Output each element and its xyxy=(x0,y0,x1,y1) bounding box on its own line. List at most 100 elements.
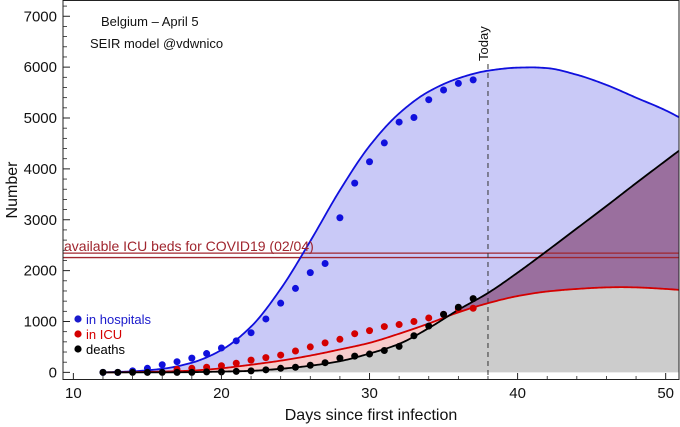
icu-point xyxy=(277,351,285,359)
hospitals-point xyxy=(203,350,211,358)
hospitals-point xyxy=(277,299,285,307)
x-axis-title: Days since first infection xyxy=(285,407,458,424)
deaths-point xyxy=(306,361,314,369)
hospitals-point xyxy=(351,179,359,187)
hospitals-point xyxy=(469,76,477,84)
legend-label-hospitals: in hospitals xyxy=(86,312,152,327)
y-tick-label: 6000 xyxy=(24,59,57,76)
icu-model-curve xyxy=(102,286,680,374)
deaths-point xyxy=(203,368,211,376)
deaths-point xyxy=(262,366,270,374)
icu-point xyxy=(469,304,477,312)
icu-capacity-line-group xyxy=(63,252,679,259)
deaths-point xyxy=(114,368,122,376)
deaths-point xyxy=(143,368,151,376)
hospital-area-fill xyxy=(102,67,680,373)
deaths-excess-area-fill xyxy=(102,150,680,373)
deaths-point xyxy=(336,354,344,362)
hospitals-point xyxy=(454,79,462,87)
icu-point xyxy=(232,359,240,367)
deaths-point xyxy=(99,368,107,376)
y-tick-label: 0 xyxy=(49,364,57,381)
icu-capacity-label: available ICU beds for COVID19 (02/04) xyxy=(64,238,314,254)
hospitals-point xyxy=(232,337,240,345)
legend-marker-icu xyxy=(74,330,82,338)
hospitals-point xyxy=(380,139,388,147)
icu-point xyxy=(366,327,374,335)
y-tick-label: 2000 xyxy=(24,263,57,280)
x-tick-label: 50 xyxy=(657,385,674,402)
icu-point xyxy=(306,343,314,351)
deaths-point xyxy=(277,364,285,372)
deaths-model-curve xyxy=(102,149,680,374)
x-tick-label: 40 xyxy=(509,385,526,402)
plot-frame xyxy=(62,0,680,380)
deaths-point xyxy=(129,368,137,376)
legend-marker-hospitals xyxy=(74,315,82,323)
icu-point xyxy=(395,321,403,329)
chart-subtitle: SEIR model @vdwnico xyxy=(90,36,223,51)
deaths-point xyxy=(321,359,329,367)
x-tick-label: 20 xyxy=(213,385,230,402)
legend-label-icu: in ICU xyxy=(86,327,122,342)
hospitals-point xyxy=(395,118,403,126)
y-tick-label: 1000 xyxy=(24,313,57,330)
deaths-point xyxy=(440,310,448,318)
hospitals-point xyxy=(321,260,329,267)
y-tick-label: 4000 xyxy=(24,161,57,178)
hospitals-point xyxy=(306,269,314,277)
x-tick-label: 30 xyxy=(361,385,378,402)
deaths-point xyxy=(425,322,433,330)
deaths-point xyxy=(395,342,403,350)
y-tick-label: 7000 xyxy=(24,8,57,25)
icu-point xyxy=(410,318,418,325)
legend: in hospitals in ICU deaths xyxy=(74,312,152,357)
deaths-point xyxy=(291,363,299,371)
deaths-point xyxy=(351,352,359,360)
hospitals-point xyxy=(188,354,196,362)
legend-marker-deaths xyxy=(74,345,82,353)
model-curves xyxy=(102,66,680,374)
icu-point xyxy=(291,347,299,355)
axis-ticks: 10 20 30 40 50 0 1000 2000 3000 4000 5000 6000 7000 xyxy=(24,5,674,402)
deaths-point xyxy=(454,303,462,311)
hospitals-point xyxy=(158,361,166,369)
y-tick-label: 5000 xyxy=(24,110,57,127)
deaths-point xyxy=(410,332,418,340)
y-tick-label: 3000 xyxy=(24,212,57,229)
icu-point xyxy=(336,335,344,343)
area-fills xyxy=(102,67,680,373)
icu-point xyxy=(321,339,329,347)
chart-title: Belgium – April 5 xyxy=(101,14,199,29)
today-label: Today xyxy=(476,26,491,61)
icu-point xyxy=(217,362,225,370)
hospitals-point xyxy=(425,96,433,104)
icu-point xyxy=(380,323,388,331)
deaths-point xyxy=(247,367,255,375)
deaths-point xyxy=(469,295,477,303)
observed-points xyxy=(99,76,477,376)
deaths-point xyxy=(366,350,374,358)
hospitals-point xyxy=(291,284,299,292)
icu-point xyxy=(262,354,270,362)
deaths-point xyxy=(232,367,240,375)
y-axis-title: Number xyxy=(4,161,21,219)
x-tick-label: 10 xyxy=(65,385,82,402)
deaths-point xyxy=(217,368,225,376)
hospitals-point xyxy=(366,158,374,166)
deaths-point xyxy=(188,368,196,376)
hospitals-point xyxy=(173,358,181,366)
deaths-point xyxy=(173,368,181,376)
hospitals-model-curve xyxy=(102,66,680,374)
deaths-point xyxy=(380,346,388,354)
hospitals-point xyxy=(262,315,270,323)
hospitals-point xyxy=(410,114,418,121)
hospitals-point xyxy=(247,329,255,337)
icu-point xyxy=(351,330,359,338)
legend-label-deaths: deaths xyxy=(86,342,126,357)
icu-point xyxy=(425,314,433,322)
hospitals-point xyxy=(336,214,344,222)
icu-point xyxy=(247,356,255,364)
deaths-area-fill xyxy=(102,287,680,373)
